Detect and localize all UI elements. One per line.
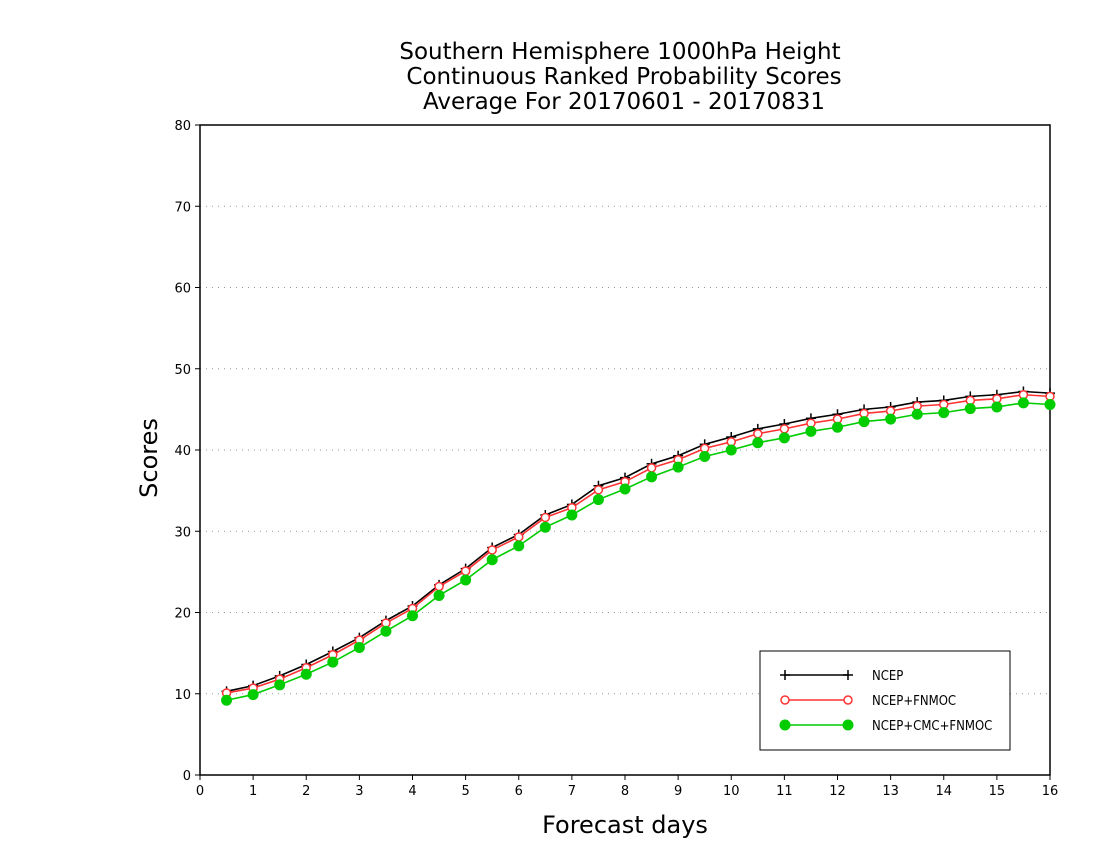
data-point-ncep-cmc-fnmoc	[221, 694, 233, 706]
data-point-ncep-fnmoc	[460, 566, 471, 576]
data-point-ncep-fnmoc	[646, 463, 657, 473]
data-point-ncep-fnmoc	[514, 532, 524, 542]
legend-marker	[780, 670, 790, 680]
y-axis-label: Scores	[135, 418, 163, 498]
x-tick-label: 7	[568, 784, 576, 799]
data-point-ncep-cmc-fnmoc	[592, 494, 604, 506]
data-point-ncep-cmc-fnmoc	[619, 483, 631, 495]
data-point-ncep-cmc-fnmoc	[566, 509, 578, 521]
data-point-ncep-fnmoc	[753, 429, 763, 439]
x-axis: 0 1 2 3 4 5 6 7 8 9 10 11 12 13 14 15 16	[196, 775, 1058, 799]
legend-marker	[780, 695, 790, 705]
data-point-ncep-cmc-fnmoc	[805, 425, 817, 437]
x-tick-label: 15	[989, 784, 1006, 799]
data-point-ncep-cmc-fnmoc	[353, 641, 365, 653]
x-tick-label: 12	[829, 784, 846, 799]
data-point-ncep-cmc-fnmoc	[938, 407, 950, 419]
data-point-ncep-fnmoc	[540, 512, 551, 523]
data-point-ncep-cmc-fnmoc	[778, 432, 790, 444]
data-point-ncep-cmc-fnmoc	[247, 689, 259, 701]
data-point-ncep-cmc-fnmoc	[380, 625, 392, 637]
data-point-ncep-cmc-fnmoc	[646, 471, 658, 483]
x-tick-label: 2	[302, 784, 310, 799]
chart-title: Southern Hemisphere 1000hPa Height Conti…	[399, 39, 841, 115]
data-point-ncep-cmc-fnmoc	[1017, 397, 1029, 409]
data-point-ncep-cmc-fnmoc	[991, 401, 1003, 413]
data-point-ncep-cmc-fnmoc	[486, 554, 498, 566]
y-tick-label: 50	[174, 363, 191, 378]
data-point-ncep-cmc-fnmoc	[327, 656, 339, 668]
legend-marker	[843, 695, 853, 705]
data-point-ncep-fnmoc	[434, 581, 444, 592]
data-point-ncep-fnmoc	[779, 424, 790, 434]
x-tick-label: 9	[674, 784, 682, 799]
x-axis-label: Forecast days	[542, 811, 708, 839]
legend-label: NCEP	[872, 669, 903, 684]
y-tick-label: 0	[183, 769, 191, 784]
data-point-ncep-cmc-fnmoc	[858, 416, 870, 428]
legend: NCEP NCEP+FNMOC NCEP+CMC+FNMOC	[759, 650, 1011, 751]
x-tick-label: 14	[935, 784, 952, 799]
legend-label: NCEP+CMC+FNMOC	[872, 719, 992, 734]
x-tick-label: 1	[249, 784, 257, 799]
series-ncep-cmc-fnmoc	[221, 397, 1056, 706]
data-point-ncep-cmc-fnmoc	[433, 589, 445, 601]
title-line-1: Southern Hemisphere 1000hPa Height	[399, 39, 840, 65]
series-line-ncep-fnmoc	[226, 393, 1051, 694]
series-layer	[221, 386, 1056, 706]
title-line-3: Average For 20170601 - 20170831	[423, 89, 825, 115]
data-point-ncep-cmc-fnmoc	[1044, 399, 1056, 410]
data-point-ncep-cmc-fnmoc	[964, 403, 976, 415]
x-tick-label: 0	[196, 784, 204, 799]
data-point-ncep-cmc-fnmoc	[460, 574, 472, 586]
data-point-ncep-fnmoc	[593, 485, 604, 495]
data-point-ncep-cmc-fnmoc	[885, 413, 897, 425]
x-tick-label: 13	[882, 784, 899, 799]
gridlines	[200, 205, 1050, 695]
y-axis: 0 10 20 30 40 50 60 70 80	[174, 119, 200, 784]
legend-label: NCEP+FNMOC	[872, 694, 956, 709]
y-tick-label: 30	[174, 525, 191, 540]
series-ncep	[221, 386, 1055, 697]
y-tick-label: 80	[174, 119, 191, 134]
x-tick-label: 11	[776, 784, 793, 799]
legend-item-ncep: NCEP	[780, 669, 903, 684]
data-point-ncep-cmc-fnmoc	[539, 521, 551, 533]
x-tick-label: 16	[1042, 784, 1059, 799]
data-point-ncep-cmc-fnmoc	[911, 408, 923, 420]
legend-marker	[843, 670, 853, 680]
data-point-ncep-cmc-fnmoc	[513, 540, 525, 552]
data-point-ncep-fnmoc	[487, 545, 497, 555]
legend-item-ncep-fnmoc: NCEP+FNMOC	[780, 694, 956, 709]
data-point-ncep-cmc-fnmoc	[699, 451, 711, 462]
data-point-ncep-cmc-fnmoc	[725, 444, 737, 456]
data-point-ncep-cmc-fnmoc	[672, 461, 684, 473]
y-tick-label: 40	[174, 444, 191, 459]
x-tick-label: 6	[515, 784, 523, 799]
data-point-ncep-cmc-fnmoc	[752, 437, 764, 449]
series-line-ncep	[226, 390, 1051, 693]
y-tick-label: 20	[174, 607, 191, 622]
data-point-ncep-cmc-fnmoc	[832, 421, 843, 433]
x-tick-label: 8	[621, 784, 629, 799]
data-point-ncep-cmc-fnmoc	[407, 610, 418, 622]
x-tick-label: 3	[355, 784, 363, 799]
series-ncep-fnmoc	[221, 390, 1055, 698]
legend-marker	[842, 719, 854, 731]
legend-item-ncep-cmc-fnmoc: NCEP+CMC+FNMOC	[779, 719, 992, 734]
y-tick-label: 10	[174, 688, 191, 703]
x-tick-label: 10	[723, 784, 740, 799]
y-tick-label: 70	[174, 200, 191, 215]
data-point-ncep-cmc-fnmoc	[274, 679, 286, 691]
y-tick-label: 60	[174, 282, 191, 297]
data-point-ncep-cmc-fnmoc	[300, 668, 312, 680]
title-line-2: Continuous Ranked Probability Scores	[406, 64, 841, 90]
x-tick-label: 4	[408, 784, 416, 799]
x-tick-label: 5	[461, 784, 469, 799]
legend-marker	[779, 719, 791, 731]
